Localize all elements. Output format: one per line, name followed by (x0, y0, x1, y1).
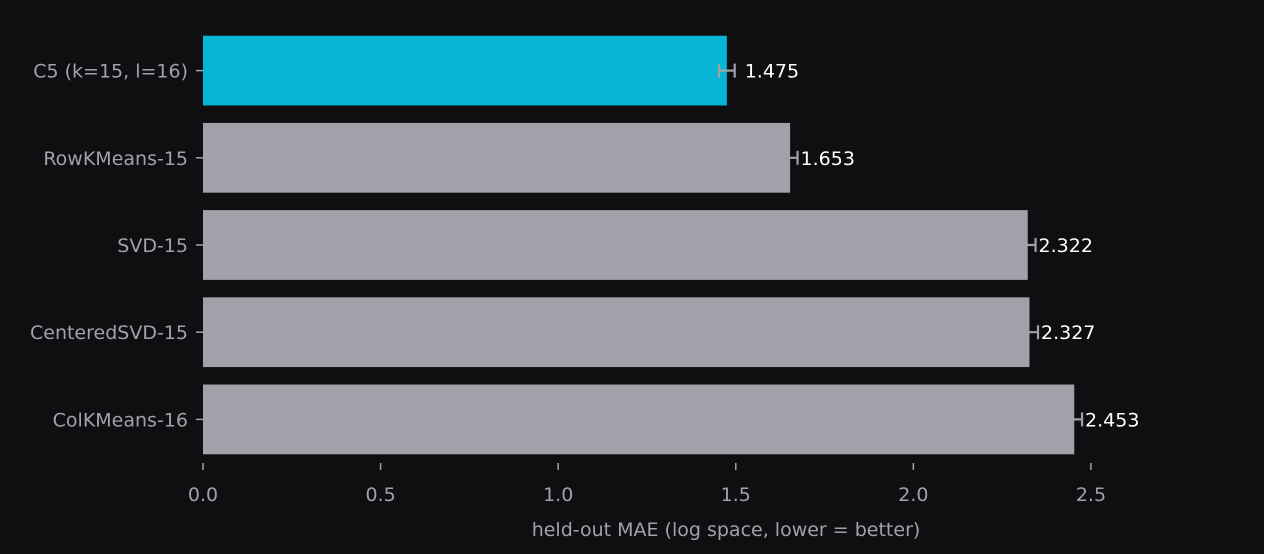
x-tick-label-0: 0.0 (188, 484, 218, 506)
x-tick-label-3: 1.5 (721, 484, 751, 506)
bar-0 (203, 35, 727, 106)
category-label-3: CenteredSVD-15 (30, 322, 188, 344)
error-bar-3 (1019, 325, 1040, 340)
x-axis: 0.0 0.5 1.0 1.5 2.0 2.5 (188, 463, 1106, 506)
error-bar-4 (1065, 412, 1084, 427)
value-label-0: 1.475 (745, 61, 799, 83)
x-tick-label-4: 2.0 (898, 484, 928, 506)
value-label-4: 2.453 (1085, 409, 1139, 431)
bar-1 (203, 122, 791, 193)
error-bars (717, 63, 1084, 427)
value-label-3: 2.327 (1041, 322, 1095, 344)
category-label-0: C5 (k=15, l=16) (33, 61, 188, 83)
bars (203, 35, 1075, 455)
bar-2 (203, 210, 1028, 280)
value-label-2: 2.322 (1039, 235, 1093, 257)
x-tick-label-5: 2.5 (1076, 484, 1106, 506)
y-axis: C5 (k=15, l=16) RowKMeans-15 SVD-15 Centere… (30, 61, 203, 431)
bar-4 (203, 384, 1075, 455)
x-axis-title: held-out MAE (log space, lower = better) (532, 519, 921, 541)
category-label-1: RowKMeans-15 (43, 148, 188, 170)
value-labels: 1.475 1.653 2.322 2.327 2.453 (745, 61, 1140, 432)
value-label-1: 1.653 (801, 148, 855, 170)
x-tick-label-2: 1.0 (543, 484, 573, 506)
bar-3 (203, 297, 1030, 368)
error-bar-0 (717, 63, 736, 78)
error-bar-2 (1018, 238, 1037, 252)
x-tick-label-1: 0.5 (365, 484, 395, 506)
category-label-2: SVD-15 (117, 235, 188, 257)
error-bar-1 (781, 150, 799, 165)
category-label-4: ColKMeans-16 (53, 409, 188, 431)
